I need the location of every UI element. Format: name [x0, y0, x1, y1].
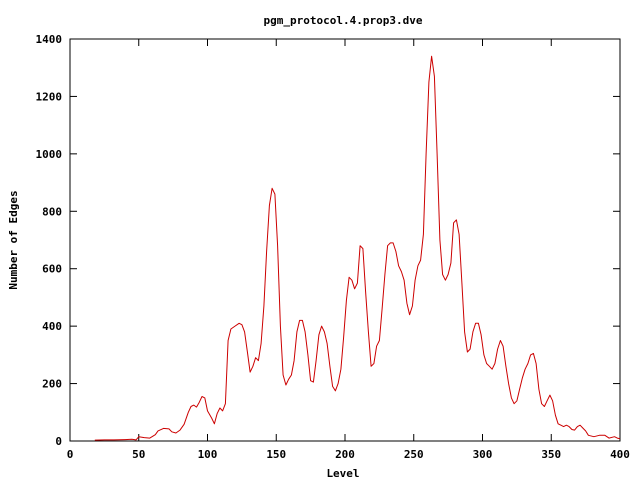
- series-layer: [94, 55, 621, 441]
- x-tick-label: 0: [67, 448, 74, 461]
- x-tick-label: 150: [266, 448, 286, 461]
- y-axis-ticks: 0 200 400 600 800 1000 1200 1400: [36, 33, 620, 448]
- x-tick-label: 250: [404, 448, 424, 461]
- y-axis-label: Number of Edges: [7, 190, 20, 289]
- x-axis-ticks: 0 50 100 150 200 250 300 350 400: [67, 39, 630, 461]
- x-tick-label: 350: [541, 448, 561, 461]
- y-tick-label: 1000: [36, 148, 63, 161]
- x-tick-label: 400: [610, 448, 630, 461]
- y-tick-label: 1400: [36, 33, 63, 46]
- x-tick-label: 50: [132, 448, 145, 461]
- y-tick-label: 1200: [36, 90, 63, 103]
- y-tick-label: 600: [42, 263, 62, 276]
- x-tick-label: 100: [198, 448, 218, 461]
- series-line-0: [94, 55, 621, 441]
- y-tick-label: 200: [42, 378, 62, 391]
- chart-title: pgm_protocol.4.prop3.dve: [264, 14, 423, 27]
- x-axis-label: Level: [326, 467, 359, 480]
- y-tick-label: 400: [42, 320, 62, 333]
- x-tick-label: 300: [473, 448, 493, 461]
- y-tick-label: 800: [42, 205, 62, 218]
- y-tick-label: 0: [55, 435, 62, 448]
- x-tick-label: 200: [335, 448, 355, 461]
